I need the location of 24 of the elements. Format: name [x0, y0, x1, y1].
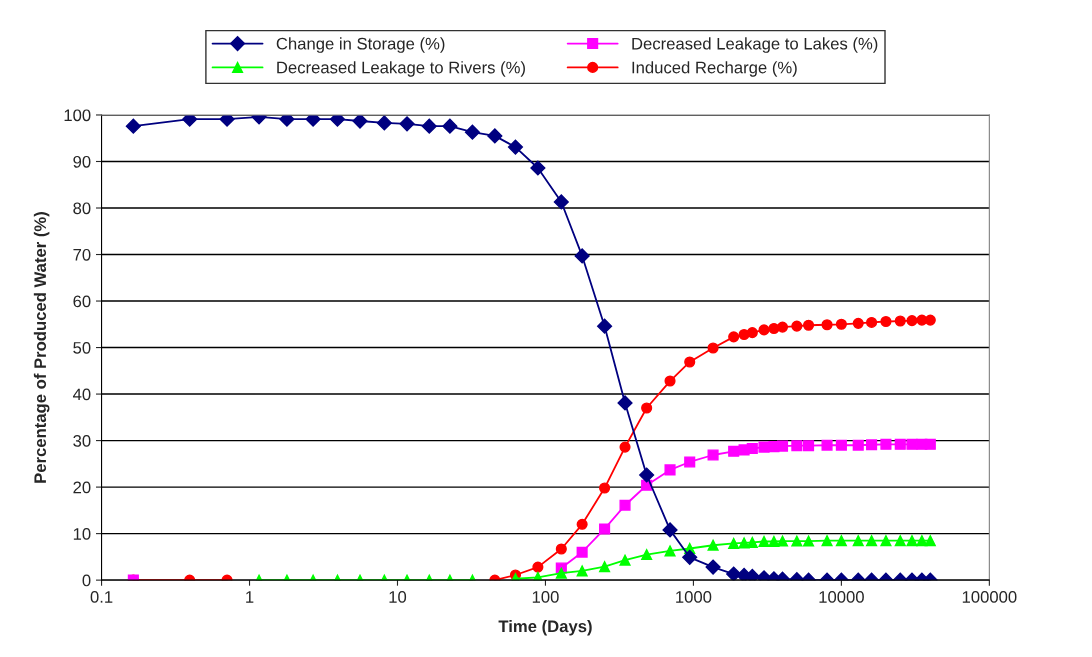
- legend-label: Decreased Leakage to Lakes (%): [632, 37, 878, 53]
- y-tick-label: 10: [73, 528, 91, 540]
- x-tick-label: 0.1: [90, 590, 113, 603]
- x-tick-label: 100: [532, 590, 559, 603]
- y-tick-label: 80: [73, 202, 91, 215]
- x-tick-label: 10: [389, 590, 407, 603]
- legend-label: Change in Storage (%): [276, 37, 445, 53]
- y-tick-label: 40: [72, 388, 91, 401]
- y-tick-label: 100: [64, 109, 91, 122]
- x-tick-label: 10000: [819, 590, 864, 603]
- y-tick-label: 70: [73, 248, 91, 261]
- legend-label: Decreased Leakage to Rivers (%): [277, 61, 525, 77]
- x-tick-label: 1000: [676, 590, 712, 603]
- y-tick-label: 50: [73, 341, 91, 354]
- x-tick-label: 1: [246, 591, 254, 603]
- legend-label: Induced Recharge (%): [632, 61, 797, 77]
- x-tick-label: 100000: [962, 590, 1017, 603]
- x-axis-title: Time (Days): [498, 619, 592, 636]
- y-tick-label: 0: [82, 574, 91, 587]
- y-tick-label: 20: [73, 481, 91, 494]
- y-tick-label: 90: [73, 155, 91, 168]
- y-tick-label: 60: [73, 295, 91, 308]
- y-axis-title: Percentage of Produced Water (%): [33, 212, 50, 483]
- y-tick-label: 30: [73, 434, 91, 447]
